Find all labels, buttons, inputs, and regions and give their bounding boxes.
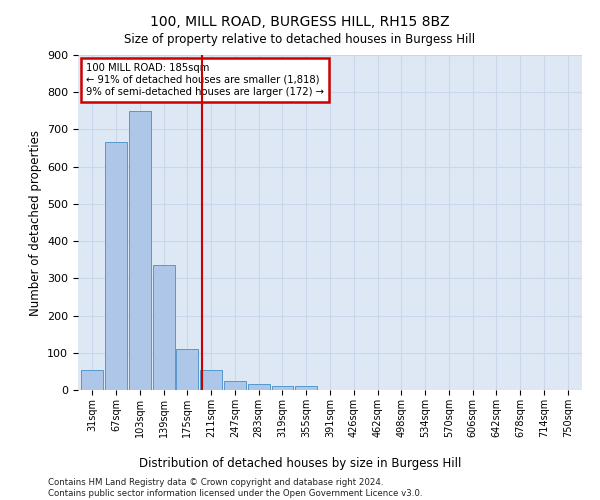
- Bar: [129, 111, 151, 390]
- Text: Contains HM Land Registry data © Crown copyright and database right 2024.
Contai: Contains HM Land Registry data © Crown c…: [48, 478, 422, 498]
- Bar: [200, 370, 222, 390]
- Bar: [272, 386, 293, 390]
- Bar: [295, 386, 317, 390]
- Bar: [248, 384, 269, 390]
- Bar: [176, 349, 198, 390]
- Text: 100, MILL ROAD, BURGESS HILL, RH15 8BZ: 100, MILL ROAD, BURGESS HILL, RH15 8BZ: [150, 15, 450, 29]
- Bar: [105, 142, 127, 390]
- Bar: [82, 370, 103, 390]
- Bar: [224, 380, 246, 390]
- Y-axis label: Number of detached properties: Number of detached properties: [29, 130, 41, 316]
- Text: Size of property relative to detached houses in Burgess Hill: Size of property relative to detached ho…: [124, 32, 476, 46]
- Text: Distribution of detached houses by size in Burgess Hill: Distribution of detached houses by size …: [139, 458, 461, 470]
- Text: 100 MILL ROAD: 185sqm
← 91% of detached houses are smaller (1,818)
9% of semi-de: 100 MILL ROAD: 185sqm ← 91% of detached …: [86, 64, 323, 96]
- Bar: [152, 266, 175, 390]
